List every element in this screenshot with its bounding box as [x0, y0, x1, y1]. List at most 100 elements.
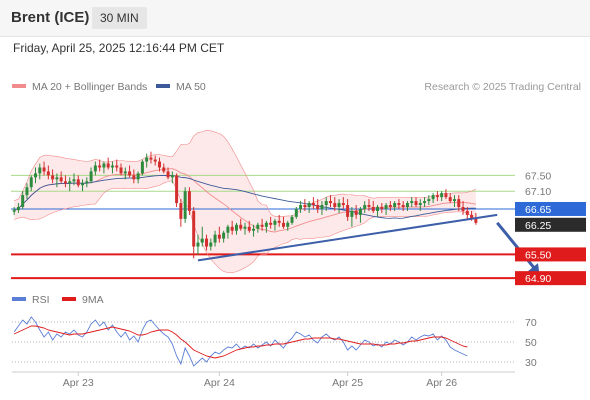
candle-body — [286, 222, 290, 227]
candle-body — [435, 195, 439, 198]
candle-body — [200, 238, 204, 243]
candle — [401, 201, 405, 211]
candle — [252, 224, 256, 237]
candle — [12, 207, 16, 215]
candle — [85, 177, 89, 188]
candle — [286, 220, 290, 231]
candle — [384, 203, 388, 215]
candle — [46, 165, 50, 180]
candle — [166, 167, 170, 180]
candle — [376, 205, 380, 217]
candle-body — [410, 201, 414, 204]
candle — [140, 159, 144, 176]
candle — [410, 197, 414, 207]
candle — [162, 163, 166, 174]
candle — [25, 183, 29, 200]
timeframe-button[interactable]: 30 MIN — [92, 7, 147, 29]
candle-body — [166, 171, 170, 178]
x-tick-label-0: Apr 23 — [63, 377, 94, 389]
rsi-tick-label-2: 70 — [525, 317, 537, 329]
candle-body — [444, 193, 448, 198]
candle — [175, 173, 179, 207]
candle — [324, 197, 328, 211]
candle — [457, 195, 461, 211]
candle-body — [136, 173, 140, 180]
candle-body — [162, 167, 166, 172]
candle-body — [128, 171, 132, 176]
candle-body — [239, 224, 243, 229]
candle — [29, 175, 33, 192]
candle — [42, 161, 46, 176]
candle — [136, 171, 140, 184]
candle — [397, 199, 401, 209]
candle — [38, 163, 42, 180]
candle — [281, 216, 285, 229]
candle-body — [72, 179, 76, 182]
candle — [350, 207, 354, 227]
level-tag-5 — [515, 271, 586, 286]
rsi-line — [13, 316, 468, 367]
x-tick-label-3: Apr 26 — [426, 377, 457, 389]
candle-body — [341, 203, 345, 206]
rsi-tick-label-1: 50 — [525, 337, 537, 349]
candle — [170, 171, 174, 184]
candle — [294, 207, 298, 219]
candle — [149, 151, 153, 164]
candle-body — [269, 222, 273, 225]
candle — [256, 222, 260, 233]
candle-body — [316, 205, 320, 209]
candle — [222, 230, 226, 243]
candle — [123, 167, 127, 180]
candle-body — [388, 205, 392, 207]
candle — [34, 167, 38, 184]
candle-body — [68, 181, 72, 184]
candle — [418, 199, 422, 211]
candle-body — [149, 157, 153, 160]
candle-body — [85, 181, 89, 184]
candle-body — [205, 238, 209, 247]
candle — [290, 214, 294, 225]
candle — [59, 171, 63, 184]
candle-body — [448, 197, 452, 202]
level-label-2: 66.65 — [525, 204, 551, 216]
candle — [226, 224, 230, 239]
candle-body — [247, 226, 251, 231]
rsi-tick-label-0: 30 — [525, 357, 537, 369]
copyright: Research © 2025 Trading Central — [424, 81, 581, 93]
candle — [363, 201, 367, 213]
candle — [448, 193, 452, 204]
candle — [153, 155, 157, 166]
candle — [98, 159, 102, 172]
candle-body — [393, 203, 397, 207]
candle — [51, 169, 55, 184]
candle-body — [384, 205, 388, 209]
candle-body — [376, 207, 380, 211]
candle — [192, 207, 196, 259]
bollinger-lower-line — [14, 180, 477, 274]
candle-body — [46, 171, 50, 176]
candle-body — [431, 195, 435, 200]
candle — [427, 195, 431, 206]
candle-body — [418, 203, 422, 206]
candle — [358, 207, 362, 223]
candle-body — [175, 175, 179, 204]
candle-body — [59, 177, 63, 182]
candle — [72, 173, 76, 186]
forecast-arrow-shaft — [496, 221, 538, 272]
candle-body — [290, 216, 294, 223]
candle-body — [346, 205, 350, 217]
candle-body — [452, 199, 456, 202]
candle-body — [222, 232, 226, 239]
level-tag-3 — [515, 217, 586, 232]
candle-body — [157, 161, 161, 168]
candle — [247, 220, 251, 233]
candle-body — [273, 220, 277, 225]
candle-body — [55, 177, 59, 180]
candle-body — [281, 222, 285, 227]
candle-body — [93, 165, 97, 172]
ma50-legend-swatch — [156, 84, 170, 88]
candle — [423, 197, 427, 207]
level-tag-2 — [515, 201, 586, 216]
candle — [217, 226, 221, 243]
candle — [260, 218, 264, 231]
